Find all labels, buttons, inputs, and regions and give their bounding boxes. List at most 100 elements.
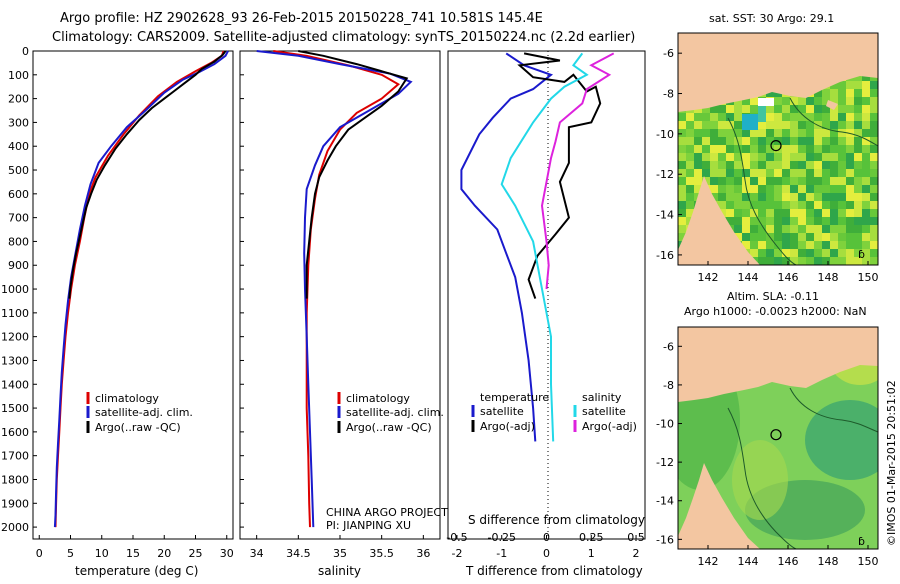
sst-cell [726, 209, 734, 217]
sst-cell [830, 225, 838, 233]
sst-cell [846, 113, 854, 121]
land-new-guinea [678, 327, 878, 402]
sst-cell [766, 201, 774, 209]
sst-cell [806, 145, 814, 153]
sst-cell [870, 177, 878, 185]
map-lat-label: -6 [663, 47, 674, 60]
sst-cell [846, 257, 854, 265]
depth-tick-label: 600 [8, 188, 29, 201]
sst-cell [758, 145, 766, 153]
sst-cell [838, 145, 846, 153]
sst-cell [766, 153, 774, 161]
sst-cell [710, 113, 718, 121]
sst-cell [782, 169, 790, 177]
sst-cell [806, 113, 814, 121]
sst-cell [806, 97, 814, 105]
map-lon-label: 150 [858, 555, 879, 568]
bathymetry-contour-2 [789, 387, 878, 433]
sst-cell [766, 217, 774, 225]
sst-cell [718, 129, 726, 137]
sst-cell [870, 161, 878, 169]
sst-cell [790, 105, 798, 113]
sst-cell [854, 193, 862, 201]
sst-cell [798, 137, 806, 145]
sst-cell [798, 177, 806, 185]
sst-cell [854, 145, 862, 153]
sst-cell [774, 161, 782, 169]
sst-cell [806, 137, 814, 145]
sst-cell [710, 169, 718, 177]
sst-cell [758, 185, 766, 193]
sst-cell [846, 225, 854, 233]
sst-cell [838, 161, 846, 169]
sst-cell [814, 185, 822, 193]
legend-s-argo-label: Argo(-adj) [582, 420, 637, 433]
sst-cell [750, 217, 758, 225]
sla-map-title-line1: Altim. SLA: -0.11 [727, 290, 819, 303]
sst-cell [838, 193, 846, 201]
sst-cell [838, 233, 846, 241]
sst-cell [742, 225, 750, 233]
sst-cell [790, 233, 798, 241]
sst-cell [694, 137, 702, 145]
sst-cell [870, 225, 878, 233]
sst-cell [750, 145, 758, 153]
sst-cell [702, 169, 710, 177]
sst-cell [806, 177, 814, 185]
map-lat-label: -16 [656, 249, 674, 262]
sst-cell [782, 241, 790, 249]
sst-cell [734, 233, 742, 241]
x-tick-label: 0 [36, 547, 43, 560]
sst-cell [814, 177, 822, 185]
sst-cell [862, 121, 870, 129]
sst-cell [742, 169, 750, 177]
legend-salinity-title: salinity [582, 391, 622, 404]
sst-cell [862, 129, 870, 137]
sst-cell [854, 185, 862, 193]
sst-cell [830, 257, 838, 265]
sst-cell [678, 201, 686, 209]
sst-cell [830, 169, 838, 177]
map-lat-label: -16 [656, 533, 674, 546]
sst-cell [774, 153, 782, 161]
sst-cell [870, 201, 878, 209]
sst-cell [830, 137, 838, 145]
sst-cell [774, 233, 782, 241]
sst-cell [718, 105, 726, 113]
sst-cell [846, 209, 854, 217]
sst-cell [830, 113, 838, 121]
sst-cell [806, 209, 814, 217]
sst-cell [686, 121, 694, 129]
bathymetry-contour [727, 117, 797, 265]
sst-cell [814, 241, 822, 249]
sst-cell [782, 185, 790, 193]
sst-cell [838, 81, 846, 89]
sst-cell-cool [758, 106, 766, 122]
sst-cell [694, 177, 702, 185]
sst-cell [814, 169, 822, 177]
sst-cell [838, 113, 846, 121]
sst-cell [718, 193, 726, 201]
sst-cell [726, 113, 734, 121]
salinity-profile-lines [256, 50, 413, 528]
map-lat-label: -12 [656, 168, 674, 181]
sst-cell [838, 89, 846, 97]
land-islet [826, 100, 838, 110]
sst-cell [814, 145, 822, 153]
sst-cell [694, 161, 702, 169]
sst-cell [782, 217, 790, 225]
sst-cell [806, 169, 814, 177]
difference-xlabel: T difference from climatology [465, 564, 643, 578]
sst-cell [790, 257, 798, 265]
sst-map-frame [677, 32, 879, 266]
sst-cell [862, 217, 870, 225]
sst-cell [718, 161, 726, 169]
sst-cell [862, 185, 870, 193]
sst-cell [854, 209, 862, 217]
sst-cell [870, 121, 878, 129]
sla-map-title-line2: Argo h1000: -0.0023 h2000: NaN [684, 305, 867, 318]
sst-cell [798, 121, 806, 129]
sst-cell [782, 145, 790, 153]
sst-cell [686, 153, 694, 161]
